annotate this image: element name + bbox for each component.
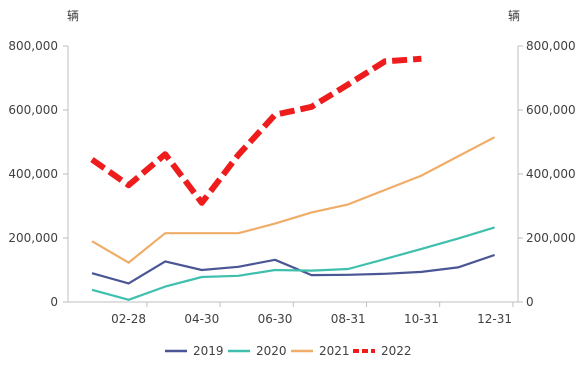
series-line-2022 (90, 55, 422, 206)
legend-label-2020: 2020 (256, 344, 287, 358)
left-axis-unit: 辆 (67, 9, 79, 23)
x-tick-label: 08-31 (331, 312, 366, 326)
x-tick-label: 04-30 (184, 312, 219, 326)
series-line-2019 (91, 253, 495, 285)
legend-label-2021: 2021 (319, 344, 350, 358)
left-y-axis: 0 200,000 400,000 600,000 800,000 (8, 39, 68, 309)
series-lines (90, 55, 496, 301)
x-tick-label: 06-30 (258, 312, 293, 326)
series-line-2020 (91, 226, 495, 301)
y-tick-label-right: 600,000 (526, 103, 576, 117)
y-tick-label-left: 800,000 (8, 39, 58, 53)
legend-label-2019: 2019 (193, 344, 224, 358)
y-tick-label-left: 400,000 (8, 167, 58, 181)
series-line-2021 (91, 136, 496, 264)
legend: 2019 2020 2021 2022 (165, 344, 412, 358)
right-axis-unit: 辆 (508, 9, 520, 23)
y-tick-label-right: 800,000 (526, 39, 576, 53)
right-y-axis: 0 200,000 400,000 600,000 800,000 (518, 39, 576, 309)
x-tick-label: 12-31 (477, 312, 512, 326)
y-tick-label-left: 0 (50, 295, 58, 309)
y-tick-label-left: 600,000 (8, 103, 58, 117)
y-tick-label-right: 0 (526, 295, 534, 309)
x-tick-label: 10-31 (404, 312, 439, 326)
y-tick-label-right: 400,000 (526, 167, 576, 181)
legend-label-2022: 2022 (381, 344, 412, 358)
x-axis: 02-28 04-30 06-30 08-31 10-31 12-31 (111, 302, 514, 326)
y-tick-label-right: 200,000 (526, 231, 576, 245)
x-tick-label: 02-28 (111, 312, 146, 326)
y-tick-label-left: 200,000 (8, 231, 58, 245)
